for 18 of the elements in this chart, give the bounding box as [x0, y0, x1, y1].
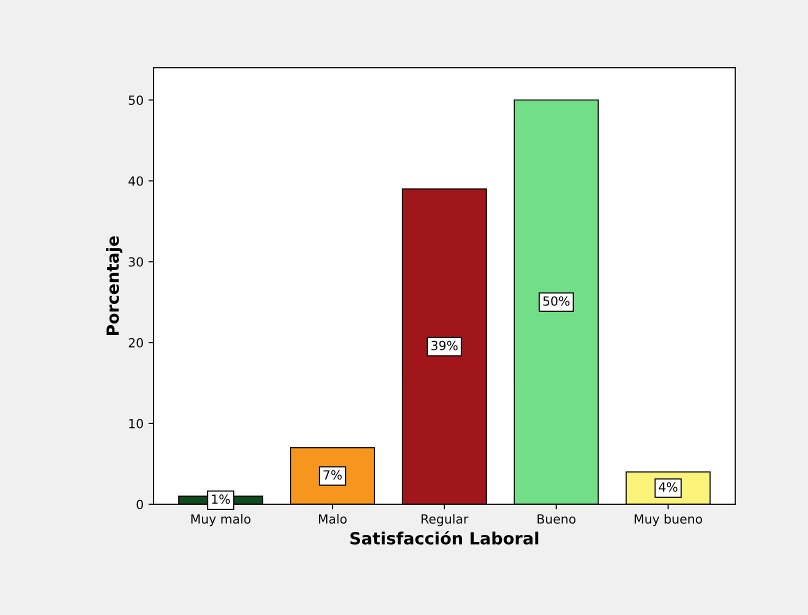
x-tick-label: Muy malo: [191, 514, 250, 526]
x-tick-label: Muy bueno: [634, 514, 702, 526]
data-label: 1%: [212, 494, 230, 504]
y-axis-title: Porcentaje: [106, 236, 122, 336]
y-tick-label: 0: [136, 500, 143, 510]
y-tick-label: 30: [128, 257, 143, 267]
data-label: 50%: [543, 296, 570, 306]
data-label: 7%: [324, 470, 342, 480]
data-label: 39%: [431, 340, 458, 350]
x-axis-title: Satisfacción Laboral: [350, 531, 538, 545]
x-tick-label: Regular: [422, 514, 468, 526]
data-label: 4%: [658, 482, 678, 492]
x-tick-label: Malo: [318, 514, 347, 524]
x-tick-label: Bueno: [538, 514, 576, 524]
y-tick-label: 10: [129, 418, 143, 428]
y-tick-label: 20: [128, 338, 143, 348]
y-tick-label: 40: [128, 176, 143, 186]
y-tick-label: 50: [128, 95, 143, 105]
